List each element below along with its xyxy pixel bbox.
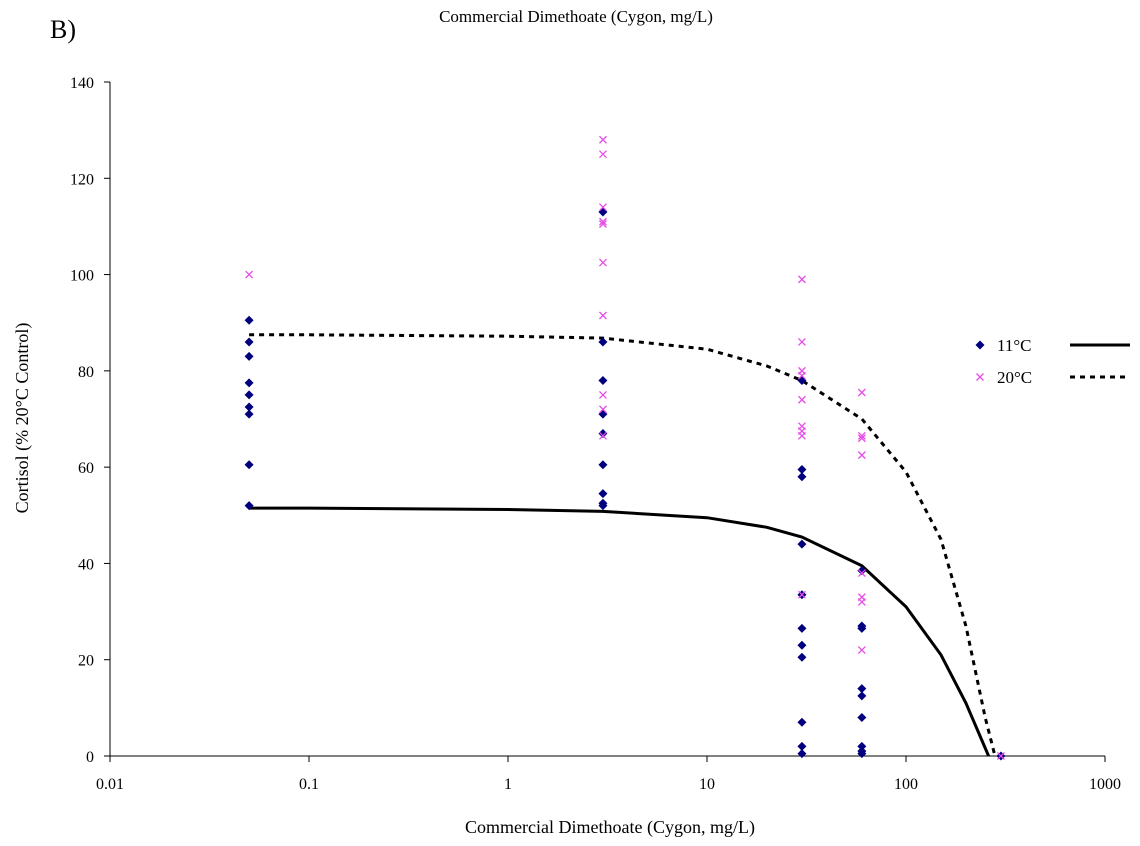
- y-tick-label: 100: [70, 268, 94, 285]
- data-point: [857, 434, 866, 443]
- data-point: [244, 402, 254, 412]
- y-tick-label: 20: [78, 653, 94, 670]
- fit-curve: [249, 333, 997, 757]
- data-point: [857, 749, 867, 759]
- data-point: [797, 623, 807, 633]
- data-point: [244, 501, 254, 511]
- data-point: [797, 590, 806, 599]
- data-point: [797, 717, 807, 727]
- y-tick-label: 120: [70, 171, 94, 188]
- data-point: [598, 489, 608, 499]
- x-tick-label: 0.1: [299, 776, 319, 793]
- axes: 0.01 0.1 1 10 100 1000 0 20 40 60 80 100 120 140: [70, 75, 1121, 793]
- data-point: [857, 741, 867, 751]
- data-points: [244, 135, 1006, 761]
- data-point: [857, 623, 867, 633]
- y-tick-label: 60: [78, 460, 94, 477]
- panel-label: B): [50, 15, 76, 44]
- data-point: [598, 431, 607, 440]
- data-point: [598, 258, 607, 267]
- data-point: [244, 409, 254, 419]
- data-point: [857, 646, 866, 655]
- data-point: [598, 390, 607, 399]
- x-tick-label: 0.01: [96, 776, 124, 793]
- y-tick-label: 40: [78, 556, 94, 573]
- data-point: [598, 428, 608, 438]
- data-point: [857, 566, 867, 576]
- data-point: [598, 217, 607, 226]
- legend-label: 11°C: [997, 336, 1032, 355]
- data-point: [857, 684, 867, 694]
- y-axis-label: Cortisol (% 20°C Control): [12, 323, 33, 514]
- data-point: [797, 741, 807, 751]
- data-point: [598, 405, 607, 414]
- legend-marker: [975, 340, 985, 350]
- data-point: [598, 220, 607, 228]
- data-point: [857, 712, 867, 722]
- data-point: [244, 378, 254, 388]
- data-point: [797, 395, 806, 404]
- data-point: [797, 640, 807, 650]
- data-point: [598, 311, 607, 320]
- x-tick-label: 100: [894, 776, 918, 793]
- data-point: [797, 275, 806, 284]
- y-tick-label: 80: [78, 364, 94, 381]
- fit-curve: [249, 506, 990, 757]
- data-point: [598, 501, 608, 511]
- data-point: [857, 597, 866, 606]
- y-tick-label: 140: [70, 75, 94, 92]
- data-point: [797, 652, 807, 662]
- data-point: [245, 270, 254, 279]
- data-point: [598, 150, 607, 159]
- data-point: [598, 337, 608, 347]
- legend-marker: [976, 373, 984, 381]
- data-point: [244, 337, 254, 347]
- x-axis-label: Commercial Dimethoate (Cygon, mg/L): [465, 817, 755, 838]
- legend: 11°C 20°C: [975, 336, 1130, 387]
- data-point: [598, 203, 607, 212]
- data-point: [797, 371, 806, 380]
- data-point: [797, 465, 807, 475]
- data-point: [857, 388, 866, 397]
- data-point: [797, 539, 807, 549]
- x-tick-label: 1000: [1089, 776, 1121, 793]
- fit-curves: [249, 333, 997, 757]
- x-tick-label: 10: [699, 776, 715, 793]
- data-point: [797, 749, 807, 759]
- data-point: [244, 390, 254, 400]
- data-point: [797, 472, 807, 482]
- data-point: [857, 431, 866, 440]
- data-point: [598, 375, 608, 385]
- data-point: [244, 351, 254, 361]
- data-point: [857, 451, 866, 460]
- y-tick-label: 0: [86, 749, 94, 766]
- x-tick-label: 1: [504, 776, 512, 793]
- data-point: [857, 569, 866, 578]
- data-point: [598, 135, 607, 144]
- data-point: [797, 431, 806, 440]
- data-point: [797, 338, 806, 346]
- data-point: [598, 207, 608, 217]
- data-point: [996, 752, 1005, 760]
- data-point: [857, 691, 867, 701]
- data-point: [244, 315, 254, 325]
- data-point: [598, 409, 608, 419]
- data-point: [244, 460, 254, 470]
- data-point: [598, 460, 608, 470]
- legend-label: 20°C: [997, 368, 1032, 387]
- chart-title: Commercial Dimethoate (Cygon, mg/L): [439, 7, 713, 26]
